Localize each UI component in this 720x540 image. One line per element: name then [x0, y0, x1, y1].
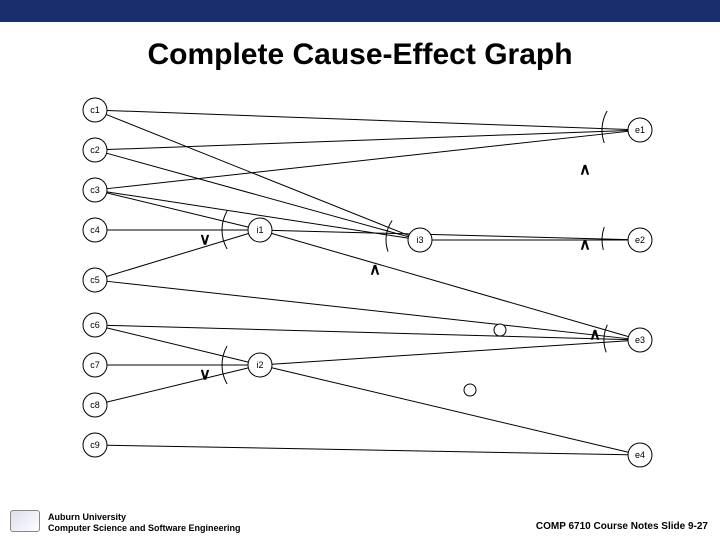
node-label-e2: e2 — [635, 235, 645, 245]
node-label-c8: c8 — [90, 400, 100, 410]
node-label-c2: c2 — [90, 145, 100, 155]
node-label-c1: c1 — [90, 105, 100, 115]
node-label-c6: c6 — [90, 320, 100, 330]
gate-i2: ∨ — [199, 367, 211, 384]
footer-org-line2: Computer Science and Software Engineerin… — [48, 523, 241, 534]
gate-e1: ∧ — [579, 162, 591, 179]
node-label-c5: c5 — [90, 275, 100, 285]
logo-icon — [10, 510, 40, 532]
header-bar — [0, 0, 720, 22]
gate-e3: ∧ — [589, 327, 601, 344]
node-label-c3: c3 — [90, 185, 100, 195]
node-label-i1: i1 — [256, 225, 263, 235]
gate-i1: ∨ — [199, 232, 211, 249]
gate-e2: ∧ — [579, 237, 591, 254]
node-label-i2: i2 — [256, 360, 263, 370]
node-label-e1: e1 — [635, 125, 645, 135]
node-label-e4: e4 — [635, 450, 645, 460]
footer-slide-ref: COMP 6710 Course Notes Slide 9-27 — [536, 521, 708, 532]
page-title: Complete Cause-Effect Graph — [0, 38, 720, 72]
node-label-c7: c7 — [90, 360, 100, 370]
node-label-i3: i3 — [416, 235, 423, 245]
node-label-c4: c4 — [90, 225, 100, 235]
node-label-c9: c9 — [90, 440, 100, 450]
cause-effect-diagram: c1 c2 c3 c4 c5 c6 c7 c8 c9 i1 i2 i3 e1 e2 e3 e4 ∧ ∨ ∧ ∧ ∨ ∧ — [0, 90, 720, 480]
footer-org-line1: Auburn University — [48, 512, 241, 523]
footer-org: Auburn University Computer Science and S… — [48, 512, 241, 534]
node-label-e3: e3 — [635, 335, 645, 345]
gate-i3: ∧ — [369, 262, 381, 279]
footer: Auburn University Computer Science and S… — [0, 504, 720, 534]
